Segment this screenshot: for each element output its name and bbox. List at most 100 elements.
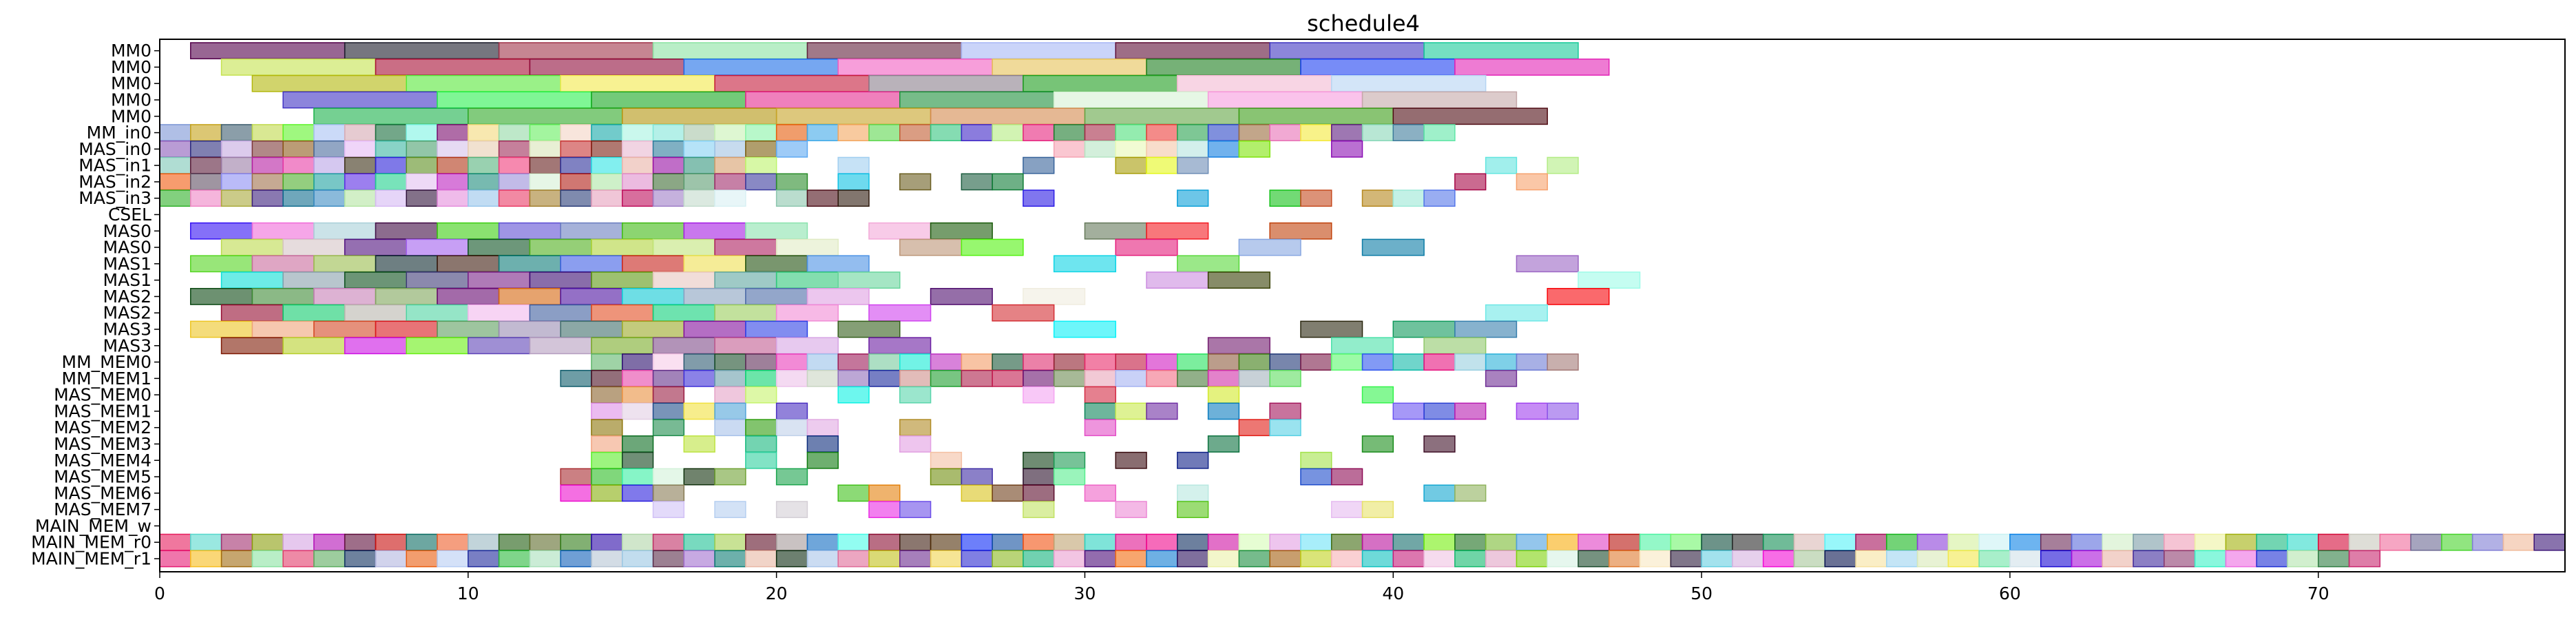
- gantt-bar: [683, 173, 715, 191]
- gantt-bar: [344, 238, 408, 256]
- gantt-bar: [1824, 533, 1856, 551]
- gantt-bar: [745, 533, 777, 551]
- gantt-bar: [930, 533, 963, 551]
- gantt-bar: [683, 189, 715, 207]
- gantt-bar: [560, 156, 592, 174]
- gantt-bar: [1423, 435, 1456, 453]
- gantt-bar: [190, 124, 222, 141]
- gantt-bar: [1146, 353, 1178, 371]
- gantt-bar: [313, 222, 377, 240]
- gantt-bar: [621, 386, 654, 404]
- gantt-bar: [2009, 550, 2042, 568]
- gantt-bar: [745, 288, 808, 305]
- gantt-bar: [220, 173, 253, 191]
- gantt-bar: [683, 59, 839, 76]
- gantt-bar: [621, 533, 654, 551]
- gantt-bar: [652, 304, 715, 322]
- gantt-bar: [1361, 386, 1394, 404]
- gantt-bar: [1207, 550, 1240, 568]
- gantt-bar: [683, 255, 746, 273]
- gantt-bar: [1300, 189, 1332, 207]
- gantt-bar: [899, 435, 932, 453]
- gantt-bar: [1361, 353, 1394, 371]
- y-tick-label: CSEL: [108, 205, 151, 225]
- gantt-bar: [2194, 533, 2227, 551]
- gantt-bar: [282, 550, 315, 568]
- gantt-bar: [868, 74, 1024, 92]
- gantt-bar: [344, 550, 377, 568]
- gantt-bar: [1793, 550, 1825, 568]
- gantt-bar: [652, 156, 685, 174]
- gantt-bar: [745, 386, 777, 404]
- gantt-bar: [159, 124, 191, 141]
- gantt-bar: [1177, 255, 1240, 273]
- gantt-bar: [1423, 337, 1487, 355]
- gantt-bar: [1146, 156, 1178, 174]
- gantt-bar: [868, 124, 901, 141]
- gantt-bar: [714, 124, 746, 141]
- gantt-bar: [745, 156, 777, 174]
- gantt-bar: [1330, 337, 1394, 355]
- gantt-bar: [1023, 468, 1055, 486]
- gantt-bar: [591, 91, 746, 109]
- gantt-bar: [1115, 369, 1147, 387]
- gantt-bar: [1115, 451, 1147, 469]
- gantt-bar: [1177, 533, 1209, 551]
- gantt-bar: [591, 419, 623, 437]
- gantt-bar: [1609, 550, 1641, 568]
- gantt-bar: [683, 320, 746, 338]
- gantt-row-mm-mem1: [560, 369, 1518, 387]
- gantt-bar: [560, 189, 592, 207]
- gantt-bar: [1023, 451, 1055, 469]
- gantt-row-mas3: [190, 320, 1518, 338]
- gantt-bar: [468, 140, 500, 158]
- gantt-bar: [313, 288, 377, 305]
- gantt-bar: [1392, 353, 1425, 371]
- gantt-row-mas2: [220, 304, 1548, 322]
- gantt-bar: [683, 124, 715, 141]
- gantt-bar: [775, 369, 808, 387]
- gantt-bar: [1978, 550, 2011, 568]
- gantt-bar: [344, 173, 377, 191]
- gantt-bar: [775, 550, 808, 568]
- gantt-bar: [837, 369, 870, 387]
- gantt-bar: [344, 271, 408, 289]
- gantt-bar: [1084, 107, 1240, 125]
- gantt-bar: [837, 59, 993, 76]
- gantt-bar: [714, 337, 777, 355]
- x-tick-label: 0: [154, 583, 165, 603]
- gantt-bar: [1238, 107, 1394, 125]
- gantt-bar: [591, 369, 623, 387]
- gantt-bar: [220, 550, 253, 568]
- gantt-bar: [714, 74, 870, 92]
- gantt-bar: [1084, 124, 1116, 141]
- gantt-bar: [806, 550, 839, 568]
- gantt-bar: [1269, 419, 1301, 437]
- gantt-bar: [220, 271, 284, 289]
- gantt-bar: [1238, 419, 1270, 437]
- gantt-bar: [621, 550, 654, 568]
- gantt-row-mas-mem5: [560, 468, 1363, 486]
- gantt-bar: [1330, 468, 1363, 486]
- gantt-bar: [1701, 550, 1733, 568]
- gantt-bar: [1300, 124, 1332, 141]
- gantt-bar: [1361, 124, 1394, 141]
- gantt-bar: [1454, 320, 1518, 338]
- gantt-row-mm0: [282, 91, 1518, 109]
- gantt-bar: [560, 288, 623, 305]
- gantt-bar: [1423, 124, 1456, 141]
- gantt-bar: [1639, 533, 1672, 551]
- gantt-bar: [745, 419, 777, 437]
- gantt-bar: [498, 222, 561, 240]
- gantt-bar: [1269, 533, 1301, 551]
- plot-frame: [159, 39, 2566, 572]
- gantt-bar: [621, 320, 685, 338]
- gantt-bar: [406, 304, 469, 322]
- gantt-bar: [1361, 238, 1425, 256]
- gantt-bar: [868, 533, 901, 551]
- gantt-bar: [159, 533, 191, 551]
- gantt-bar: [745, 550, 777, 568]
- gantt-bar: [1177, 124, 1209, 141]
- gantt-bar: [1084, 140, 1116, 158]
- gantt-bar: [1115, 353, 1147, 371]
